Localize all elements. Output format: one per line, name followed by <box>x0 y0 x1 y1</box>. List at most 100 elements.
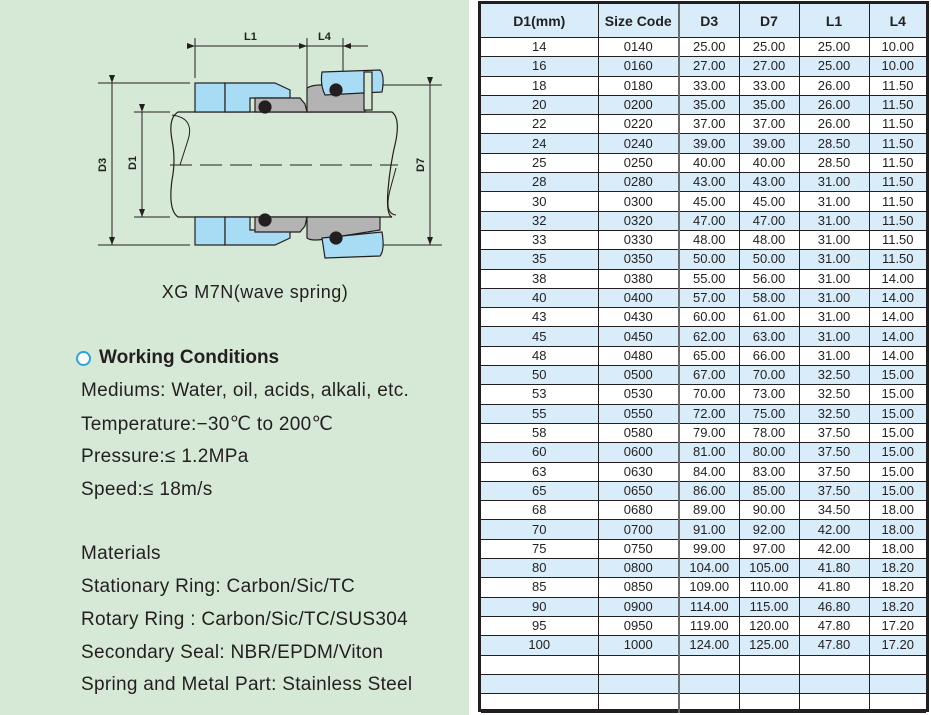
cell-l1: 31.00 <box>798 345 870 367</box>
cell-d1: 16 <box>481 56 599 77</box>
cell-d3: 72.00 <box>678 403 740 424</box>
table-row: 65 0650 86.00 85.00 37.50 15.00 <box>481 480 926 502</box>
cell-l4 <box>868 693 926 714</box>
header-d7: D7 <box>738 4 800 38</box>
cell-d3: 99.00 <box>678 538 740 560</box>
cell-d7: 50.00 <box>738 249 800 270</box>
cell-size-code: 0200 <box>597 94 680 116</box>
cell-d1: 22 <box>481 114 599 135</box>
header-d3: D3 <box>678 4 740 38</box>
cell-d3: 50.00 <box>678 249 740 270</box>
table-row: 16 0160 27.00 27.00 25.00 10.00 <box>481 56 926 77</box>
material-secondary-seal: Secondary Seal: NBR/EPDM/Viton <box>81 642 384 663</box>
cell-l1: 25.00 <box>798 36 870 58</box>
table-row: 28 0280 43.00 43.00 31.00 11.50 <box>481 172 926 193</box>
cell-d3: 55.00 <box>678 268 740 289</box>
cell-l4: 11.50 <box>868 133 926 154</box>
cell-d1: 58 <box>481 422 599 444</box>
cell-l4: 17.20 <box>868 635 926 656</box>
cell-size-code: 0140 <box>597 36 680 58</box>
table-row: 55 0550 72.00 75.00 32.50 15.00 <box>481 403 926 424</box>
cell-d1 <box>481 673 599 695</box>
cell-l1: 26.00 <box>798 114 870 135</box>
table-row: 18 0180 33.00 33.00 26.00 11.50 <box>481 75 926 96</box>
cell-d1: 65 <box>481 480 599 502</box>
cell-d1: 50 <box>481 365 599 386</box>
cell-l4: 11.50 <box>868 229 926 251</box>
header-l4: L4 <box>868 4 926 38</box>
cell-l1: 31.00 <box>798 172 870 193</box>
cell-d3: 119.00 <box>678 615 740 637</box>
cell-l4: 11.50 <box>868 210 926 231</box>
cell-l1: 37.50 <box>798 442 870 463</box>
cell-d1: 53 <box>481 384 599 405</box>
cell-l4: 18.20 <box>868 558 926 579</box>
cell-l4: 18.20 <box>868 577 926 598</box>
cell-size-code: 0320 <box>597 210 680 231</box>
cell-d7: 85.00 <box>738 480 800 502</box>
cell-d3: 65.00 <box>678 345 740 367</box>
cell-d3: 39.00 <box>678 133 740 154</box>
cell-l4: 11.50 <box>868 94 926 116</box>
cell-d7: 33.00 <box>738 75 800 96</box>
cell-l4: 10.00 <box>868 56 926 77</box>
table-row: 60 0600 81.00 80.00 37.50 15.00 <box>481 442 926 463</box>
cell-l4: 15.00 <box>868 384 926 405</box>
cell-d1: 68 <box>481 500 599 521</box>
cell-l1: 31.00 <box>798 268 870 289</box>
cell-d7: 43.00 <box>738 172 800 193</box>
cell-l1: 37.50 <box>798 461 870 482</box>
cell-d1: 35 <box>481 249 599 270</box>
table-row: 20 0200 35.00 35.00 26.00 11.50 <box>481 94 926 116</box>
cell-size-code: 0400 <box>597 287 680 309</box>
cell-d1: 63 <box>481 461 599 482</box>
cell-d3: 104.00 <box>678 558 740 579</box>
table-row: 58 0580 79.00 78.00 37.50 15.00 <box>481 422 926 444</box>
cell-d3: 62.00 <box>678 326 740 347</box>
label-d7: D7 <box>415 158 427 172</box>
cell-size-code: 0600 <box>597 442 680 463</box>
table-row: 30 0300 45.00 45.00 31.00 11.50 <box>481 191 926 212</box>
cell-l4: 11.50 <box>868 191 926 212</box>
cell-size-code: 0550 <box>597 403 680 424</box>
table-row: 95 0950 119.00 120.00 47.80 17.20 <box>481 615 926 637</box>
cell-l1: 31.00 <box>798 229 870 251</box>
table-row: 25 0250 40.00 40.00 28.50 11.50 <box>481 152 926 174</box>
cell-size-code: 0430 <box>597 307 680 328</box>
table-row: 40 0400 57.00 58.00 31.00 14.00 <box>481 287 926 309</box>
cell-d3: 70.00 <box>678 384 740 405</box>
working-conditions-heading: Working Conditions <box>76 347 279 369</box>
cell-size-code: 0950 <box>597 615 680 637</box>
table-row: 33 0330 48.00 48.00 31.00 11.50 <box>481 229 926 251</box>
cell-size-code: 0800 <box>597 558 680 579</box>
cell-l1: 42.00 <box>798 519 870 540</box>
condition-pressure: Pressure:≤ 1.2MPa <box>81 446 249 467</box>
cell-d7: 105.00 <box>738 558 800 579</box>
cell-d1 <box>481 693 599 714</box>
label-l1: L1 <box>244 31 257 43</box>
product-panel: L1 L4 D3 D1 D7 XG M7N(wave spring) Worki… <box>0 0 469 715</box>
material-spring-metal: Spring and Metal Part: Stainless Steel <box>81 674 413 695</box>
header-l1: L1 <box>798 4 870 38</box>
cell-d7 <box>738 673 800 695</box>
cell-d1: 85 <box>481 577 599 598</box>
cell-d1: 33 <box>481 229 599 251</box>
cell-d3: 43.00 <box>678 172 740 193</box>
cell-d3: 81.00 <box>678 442 740 463</box>
seal-parts <box>194 69 384 259</box>
cell-l1: 32.50 <box>798 365 870 386</box>
cell-size-code: 0480 <box>597 345 680 367</box>
cell-size-code: 1000 <box>597 635 680 656</box>
cell-d1: 40 <box>481 287 599 309</box>
cell-l4: 15.00 <box>868 403 926 424</box>
cell-l1 <box>798 693 870 714</box>
cell-d7: 37.00 <box>738 114 800 135</box>
cell-l1: 26.00 <box>798 75 870 96</box>
condition-mediums: Mediums: Water, oil, acids, alkali, etc. <box>81 380 410 401</box>
cell-size-code: 0300 <box>597 191 680 212</box>
cell-d3: 89.00 <box>678 500 740 521</box>
cell-d7: 97.00 <box>738 538 800 560</box>
cell-d1: 48 <box>481 345 599 367</box>
circle-bullet-icon <box>76 350 91 366</box>
cell-l1: 31.00 <box>798 287 870 309</box>
